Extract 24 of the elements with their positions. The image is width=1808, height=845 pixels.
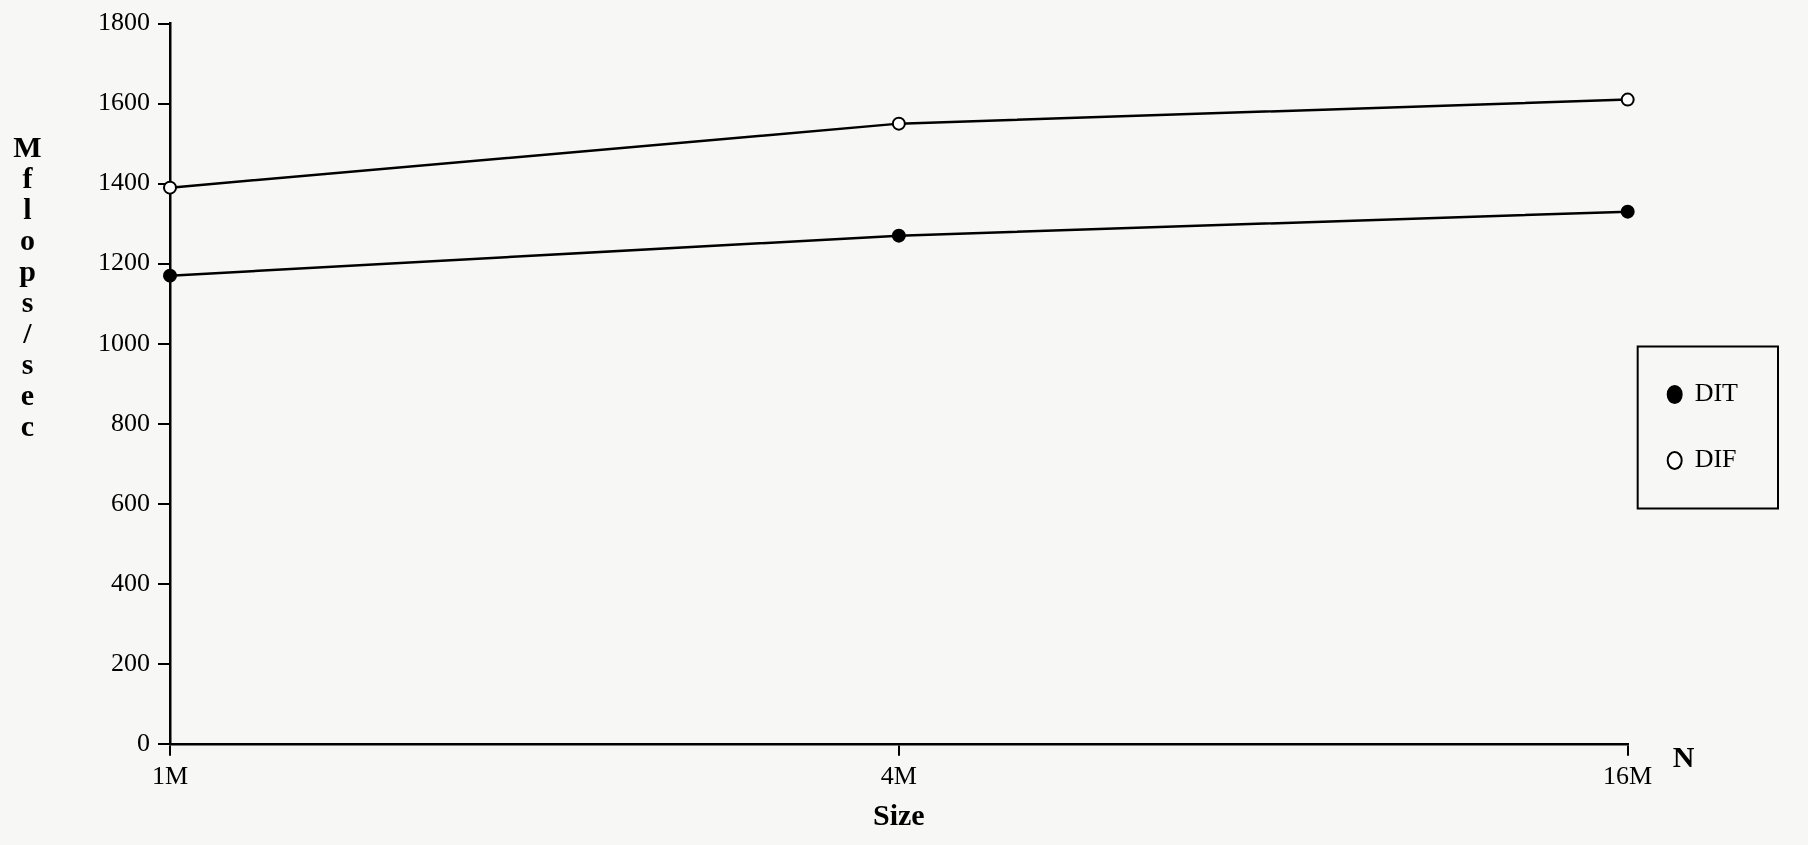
y-tick-label: 1400 [98,167,150,197]
legend-label: DIT [1694,378,1739,408]
y-tick-label: 1800 [98,7,150,37]
point [891,116,906,131]
y-tick-label: 800 [111,407,150,437]
y-tick-label: 400 [111,567,150,597]
y-tick-label: 1200 [98,247,150,277]
x-axis-title: Size [873,797,925,831]
point [1620,92,1635,107]
point [163,180,177,195]
y-tick-label: 0 [137,727,150,757]
point [891,228,906,243]
text: N [1672,739,1695,773]
y-tick-label: 1000 [98,327,150,357]
y-tick-label: 600 [111,487,150,517]
point [163,268,177,283]
y-tick-label: 1600 [98,87,150,117]
point [1620,204,1635,219]
x-tick-label: 1M [151,761,189,791]
x-tick-label: 4M [880,761,917,791]
y-tick-label: 200 [111,647,150,677]
legend-label: DIF [1694,444,1737,474]
x-tick-label: 16M [1603,761,1653,791]
y-axis-title: Mflops/sec [11,130,44,440]
